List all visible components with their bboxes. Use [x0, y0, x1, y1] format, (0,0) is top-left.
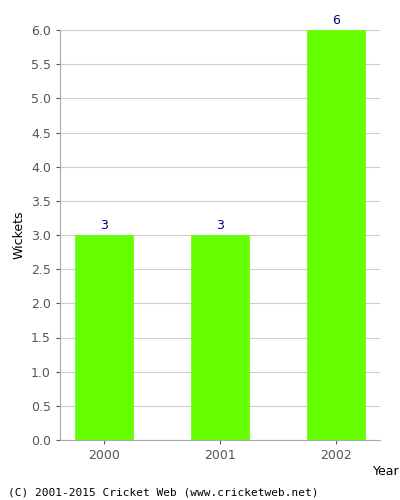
Text: (C) 2001-2015 Cricket Web (www.cricketweb.net): (C) 2001-2015 Cricket Web (www.cricketwe…	[8, 488, 318, 498]
Text: 3: 3	[216, 218, 224, 232]
Bar	[307, 30, 366, 440]
X-axis label: Year: Year	[373, 464, 400, 477]
Y-axis label: Wickets: Wickets	[12, 211, 26, 259]
Text: 3: 3	[100, 218, 108, 232]
Bar	[74, 235, 133, 440]
Bar	[191, 235, 249, 440]
Text: 6: 6	[332, 14, 340, 26]
